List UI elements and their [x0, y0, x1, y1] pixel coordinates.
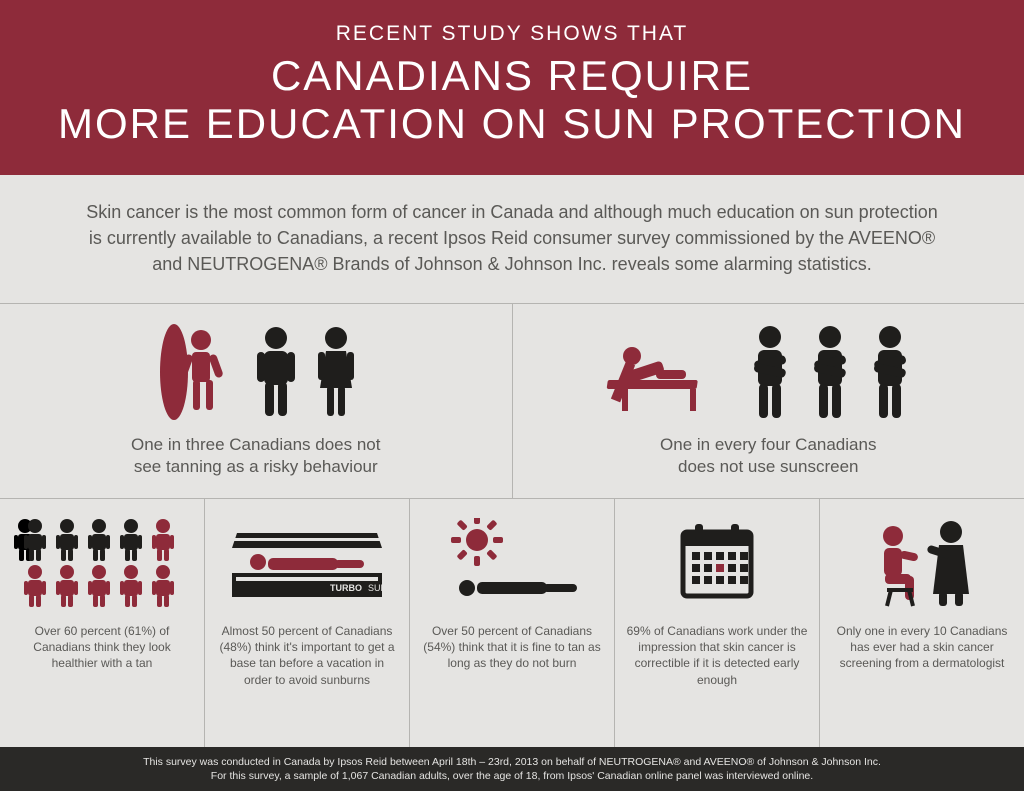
- footer-citation: This survey was conducted in Canada by I…: [0, 747, 1024, 791]
- stat-text: Over 50 percent of Canadians (54%) think…: [420, 623, 604, 672]
- sunbather-icon: [420, 513, 604, 613]
- tanning-bed-icon: TURBO SUN: [215, 513, 399, 613]
- stat-text: Over 60 percent (61%) of Canadians think…: [10, 623, 194, 672]
- lounger-people-icon: [543, 322, 995, 422]
- header-banner: RECENT STUDY SHOWS THAT CANADIANS REQUIR…: [0, 0, 1024, 175]
- stat-fine-to-tan: Over 50 percent of Canadians (54%) think…: [410, 499, 615, 747]
- stat-tanning-risk: One in three Canadians does notsee tanni…: [0, 304, 513, 498]
- stat-text: One in every four Canadiansdoes not use …: [543, 434, 995, 478]
- stat-base-tan: TURBO SUN Almost 50 percent of Canadians…: [205, 499, 410, 747]
- doctor-patient-icon: [830, 513, 1014, 613]
- footer-line-1: This survey was conducted in Canada by I…: [40, 755, 984, 769]
- stat-correctible: 69% of Canadians work under the impressi…: [615, 499, 820, 747]
- stat-text: Only one in every 10 Canadians has ever …: [830, 623, 1014, 672]
- stats-row-small: Over 60 percent (61%) of Canadians think…: [0, 499, 1024, 747]
- svg-text:TURBO: TURBO: [330, 583, 362, 593]
- stat-text: One in three Canadians does notsee tanni…: [30, 434, 482, 478]
- header-subtitle: RECENT STUDY SHOWS THAT: [20, 22, 1004, 46]
- stat-text: Almost 50 percent of Canadians (48%) thi…: [215, 623, 399, 688]
- infographic-page: RECENT STUDY SHOWS THAT CANADIANS REQUIR…: [0, 0, 1024, 791]
- stat-sunscreen-use: One in every four Canadiansdoes not use …: [513, 304, 1024, 498]
- stat-healthier-tan: Over 60 percent (61%) of Canadians think…: [0, 499, 205, 747]
- crowd-10-icon: [10, 513, 194, 613]
- header-title: CANADIANS REQUIREMORE EDUCATION ON SUN P…: [20, 52, 1004, 149]
- footer-line-2: For this survey, a sample of 1,067 Canad…: [40, 769, 984, 783]
- svg-text:SUN: SUN: [368, 583, 387, 593]
- stats-row-large: One in three Canadians does notsee tanni…: [0, 304, 1024, 499]
- stat-text: 69% of Canadians work under the impressi…: [625, 623, 809, 688]
- calendar-icon: [625, 513, 809, 613]
- stat-screening: Only one in every 10 Canadians has ever …: [820, 499, 1024, 747]
- intro-text: Skin cancer is the most common form of c…: [0, 175, 1024, 304]
- surfer-people-icon: [30, 322, 482, 422]
